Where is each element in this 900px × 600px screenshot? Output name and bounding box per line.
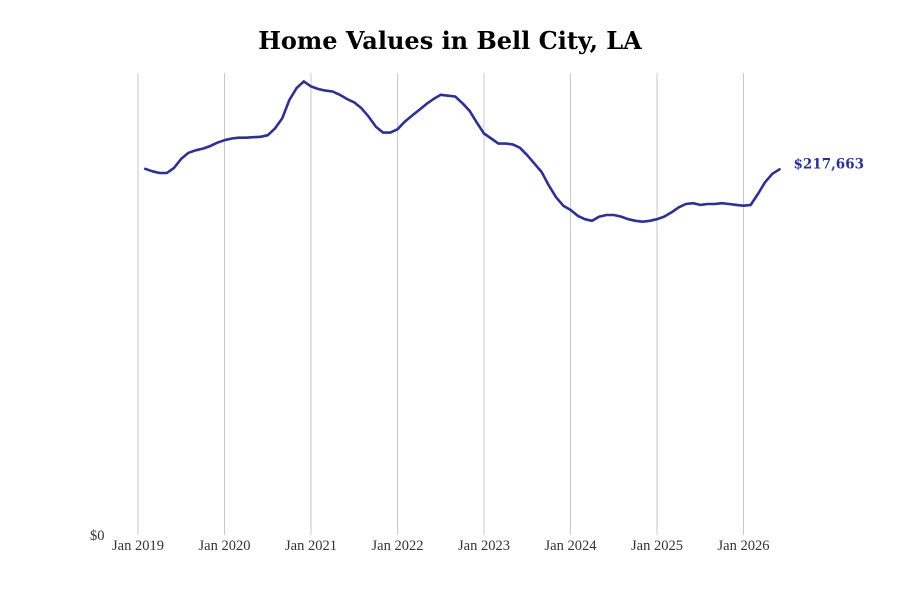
end-value-label: $217,663 (794, 156, 864, 172)
x-axis-tick-label: Jan 2023 (458, 538, 510, 554)
x-axis-tick-label: Jan 2024 (545, 538, 598, 554)
chart-title: Home Values in Bell City, LA (258, 26, 642, 55)
x-axis-tick-labels: Jan 2019 Jan 2020 Jan 2021 Jan 2022 Jan 2023… (112, 538, 769, 554)
x-axis-tick-label: Jan 2021 (285, 538, 337, 554)
x-axis-tick-label: Jan 2022 (372, 538, 424, 554)
x-axis-tick-label: Jan 2026 (718, 538, 770, 554)
x-axis-tick-label: Jan 2020 (199, 538, 251, 554)
x-axis-tick-label: Jan 2025 (631, 538, 683, 554)
series-line (143, 80, 781, 223)
x-axis-tick-label: Jan 2019 (112, 538, 164, 554)
y-axis-tick-label: $0 (90, 528, 105, 544)
gridlines (137, 73, 744, 535)
